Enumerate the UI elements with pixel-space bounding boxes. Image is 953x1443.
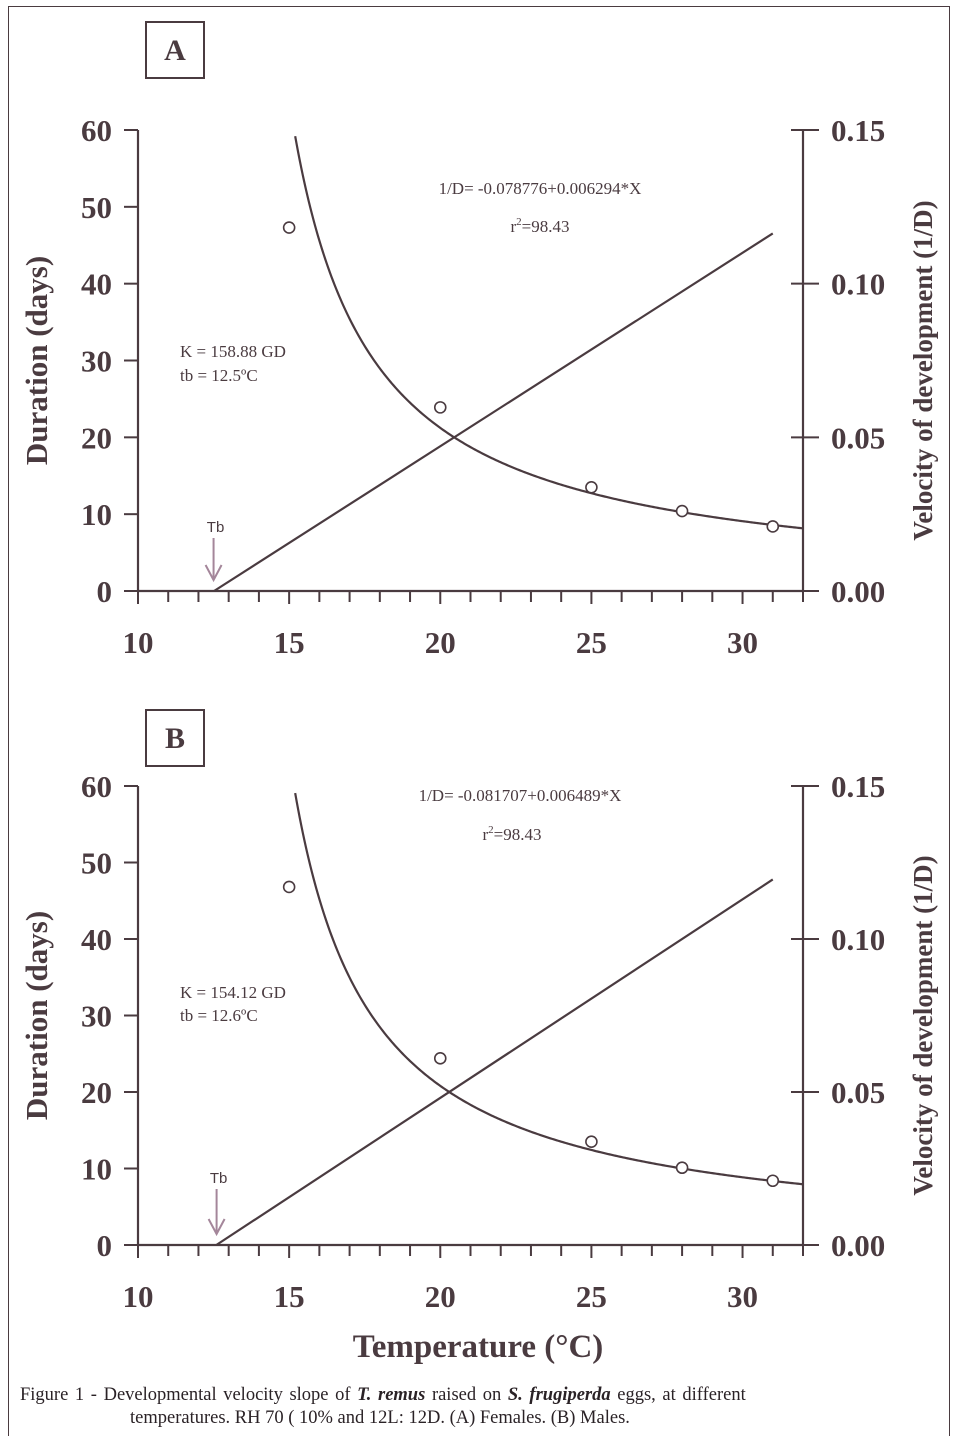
y2-tick-label: 0.10 [831,922,885,957]
y-tick-label: 10 [81,1152,112,1187]
y-tick-label: 60 [81,113,112,148]
x-tick-label: 20 [425,1279,456,1314]
y-tick-label: 60 [81,769,112,804]
x-tick-label: 30 [727,625,758,660]
velocity-regression-line [215,878,774,1246]
figure-caption: Figure 1 - Developmental velocity slope … [20,1384,940,1430]
y2-axis-title: Velocity of development (1/D) [908,855,938,1195]
data-point [585,480,598,494]
data-point [585,1135,598,1149]
thermal-constant-text: K = 154.12 GD [180,983,286,1002]
y-tick-label: 50 [81,846,112,881]
y2-axis-title: Velocity of development (1/D) [908,200,938,540]
y-axis-title: Duration (days) [19,911,54,1120]
y2-tick-label: 0.05 [831,1075,885,1110]
r-squared-value: =98.43 [522,217,570,236]
y2-tick-label: 0.15 [831,113,885,148]
r-squared-superscript: 2 [516,216,522,228]
y-tick-label: 20 [81,1075,112,1110]
data-point [433,1052,447,1065]
y-tick-label: 40 [81,922,112,957]
y-tick-label: 30 [81,999,112,1034]
r-squared-superscript: 2 [488,824,494,836]
panel-label: B [165,722,185,755]
data-point [282,221,296,234]
r-squared-prefix: r [482,825,488,844]
y-tick-label: 50 [81,190,112,225]
panel-label-box [145,21,205,79]
tb-arrow-head [207,1218,226,1237]
y-tick-label: 0 [97,1228,113,1263]
x-axis-title: Temperature (°C) [353,1329,604,1365]
y-tick-label: 40 [81,267,112,302]
caption-line-2: temperatures. RH 70 ( 10% and 12L: 12D. … [130,1408,630,1428]
r-squared: r2=98.43 [510,216,569,236]
y2-tick-label: 0.00 [831,1228,885,1263]
y-axis-title: Duration (days) [19,256,54,465]
y2-tick-label: 0.05 [831,420,885,455]
velocity-regression-line [213,232,774,592]
x-tick-label: 15 [274,625,305,660]
caption-prefix: Figure 1 - Developmental velocity slope … [20,1385,358,1405]
caption-line-1: Figure 1 - Developmental velocity slope … [20,1384,940,1407]
y-tick-label: 0 [97,574,113,609]
caption-suffix: eggs, at different [610,1385,746,1405]
r-squared: r2=98.43 [482,824,541,844]
panel-label: A [164,34,186,67]
x-tick-label: 25 [576,625,607,660]
panel-b: B 10 15 20 25 30 0 10 20 30 40 50 60 0.00 0.05 0.10 0.15… [19,709,938,1365]
duration-curve [294,135,804,530]
y2-tick-label: 0.10 [831,267,885,302]
regression-equation: 1/D= -0.081707+0.006489*X [419,786,622,805]
panel-a: A 10 15 20 25 30 0 10 20 30 40 50 60 0.00 0.05 0.10 0.15… [19,21,938,660]
duration-curve [294,792,804,1186]
y-tick-label: 10 [81,497,112,532]
base-temperature-text: tb = 12.6ºC [180,1006,258,1025]
data-point [766,1174,780,1188]
x-tick-label: 15 [274,1279,305,1314]
data-point [675,504,689,518]
base-temperature-text: tb = 12.5ºC [180,366,258,385]
tb-arrow-head [204,564,223,583]
y-tick-label: 20 [81,420,112,455]
data-point [766,520,780,533]
regression-equation: 1/D= -0.078776+0.006294*X [439,179,642,198]
y-tick-label: 30 [81,344,112,379]
figure-frame [8,6,950,1436]
tb-arrow-label: Tb [210,1170,228,1187]
caption-species-2: S. frugiperda [507,1385,611,1405]
r-squared-value: =98.43 [494,825,542,844]
caption-species-1: T. remus [357,1385,426,1405]
x-tick-label: 30 [727,1279,758,1314]
x-tick-label: 20 [425,625,456,660]
x-tick-label: 25 [576,1279,607,1314]
data-point [282,880,296,894]
thermal-constant-text: K = 158.88 GD [180,342,286,361]
y2-tick-label: 0.00 [831,574,885,609]
x-tick-label: 10 [123,625,154,660]
y2-tick-label: 0.15 [831,769,885,804]
data-point [675,1161,689,1175]
caption-middle: raised on [425,1385,508,1405]
x-tick-label: 10 [123,1279,154,1314]
data-point [433,401,447,414]
r-squared-prefix: r [510,217,516,236]
tb-arrow-label: Tb [207,519,225,536]
panel-label-box [145,709,205,767]
